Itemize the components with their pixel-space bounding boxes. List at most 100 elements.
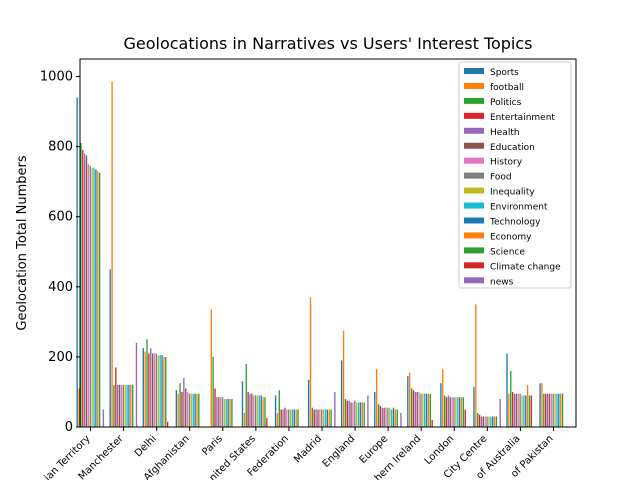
bar xyxy=(185,388,187,427)
bar xyxy=(95,169,97,427)
bar xyxy=(113,384,115,427)
bar xyxy=(451,397,453,427)
bar xyxy=(548,393,551,427)
legend-label: Environment xyxy=(490,203,548,213)
bar xyxy=(464,409,466,427)
bar xyxy=(462,397,465,427)
bar xyxy=(530,395,533,427)
bar xyxy=(98,172,101,427)
bar xyxy=(219,397,222,427)
bar xyxy=(552,393,554,427)
bar xyxy=(251,393,253,427)
bar xyxy=(221,397,224,427)
bar xyxy=(352,402,354,427)
bar xyxy=(374,391,376,427)
bar xyxy=(407,376,409,427)
legend: Sports football Politics Entertainment Healt… xyxy=(458,61,572,289)
bar xyxy=(418,391,420,427)
bar xyxy=(276,412,279,427)
bar xyxy=(348,400,350,427)
bar xyxy=(412,390,415,427)
bar xyxy=(377,404,380,427)
legend-label: Inequality xyxy=(490,188,535,198)
bar xyxy=(309,297,312,427)
bar xyxy=(266,418,268,427)
y-tick-label: 1000 xyxy=(40,70,73,85)
bar xyxy=(326,409,329,427)
x-tick-label: Paris xyxy=(200,433,225,458)
bar xyxy=(118,384,121,427)
bar xyxy=(249,393,251,427)
bar xyxy=(166,421,169,427)
legend-label: Economy xyxy=(490,232,532,242)
bar xyxy=(186,391,189,427)
x-tick-label: Europe xyxy=(358,433,391,466)
bar xyxy=(541,383,543,427)
bar xyxy=(475,304,477,427)
legend-swatch xyxy=(464,187,484,194)
bar xyxy=(284,407,286,427)
bar xyxy=(126,384,128,427)
bar xyxy=(258,395,261,427)
bar xyxy=(179,383,181,427)
bar xyxy=(511,391,514,427)
legend-swatch xyxy=(464,97,484,104)
bar xyxy=(420,393,422,427)
bar xyxy=(379,405,382,427)
bar xyxy=(346,400,348,427)
bar xyxy=(453,397,455,427)
legend-swatch xyxy=(464,247,484,254)
bar xyxy=(385,407,387,427)
bar xyxy=(297,409,299,427)
bar xyxy=(102,409,105,427)
bar xyxy=(111,81,113,427)
bar xyxy=(157,355,159,427)
bar xyxy=(177,393,179,427)
legend-label: Sports xyxy=(490,68,519,78)
bar xyxy=(89,165,91,427)
bar xyxy=(256,395,259,427)
bar xyxy=(383,407,385,427)
bar xyxy=(216,397,218,427)
bar xyxy=(429,393,431,427)
bar xyxy=(519,393,521,427)
bar xyxy=(392,407,395,427)
bar xyxy=(424,393,426,427)
bar xyxy=(431,419,433,427)
bar xyxy=(478,414,481,427)
bar xyxy=(442,369,444,427)
bar xyxy=(87,164,90,427)
bar xyxy=(97,171,99,427)
y-tick-label: 200 xyxy=(48,350,73,365)
bar xyxy=(394,409,397,427)
bar xyxy=(425,393,428,427)
bar xyxy=(124,384,126,427)
bar xyxy=(455,397,457,427)
bar xyxy=(183,377,185,427)
x-tick-label: Madrid xyxy=(292,433,324,465)
bar xyxy=(443,395,446,427)
bar xyxy=(295,409,297,427)
bar xyxy=(445,397,448,427)
bar xyxy=(254,395,257,427)
bar xyxy=(546,393,549,427)
bar xyxy=(289,409,292,427)
bar xyxy=(499,398,501,427)
bar xyxy=(76,97,78,428)
bar xyxy=(225,398,227,427)
bar xyxy=(109,269,111,427)
bar xyxy=(319,409,321,427)
bar xyxy=(247,391,249,427)
bar xyxy=(280,409,282,427)
bar xyxy=(543,393,545,427)
bar xyxy=(330,409,332,427)
bar xyxy=(190,393,193,427)
bar xyxy=(409,372,411,427)
bar xyxy=(192,393,194,427)
bar xyxy=(317,409,319,427)
bar xyxy=(262,397,264,427)
legend-swatch xyxy=(464,142,484,149)
bar xyxy=(82,150,84,427)
legend-swatch xyxy=(464,202,484,209)
legend-label: Entertainment xyxy=(490,113,555,123)
